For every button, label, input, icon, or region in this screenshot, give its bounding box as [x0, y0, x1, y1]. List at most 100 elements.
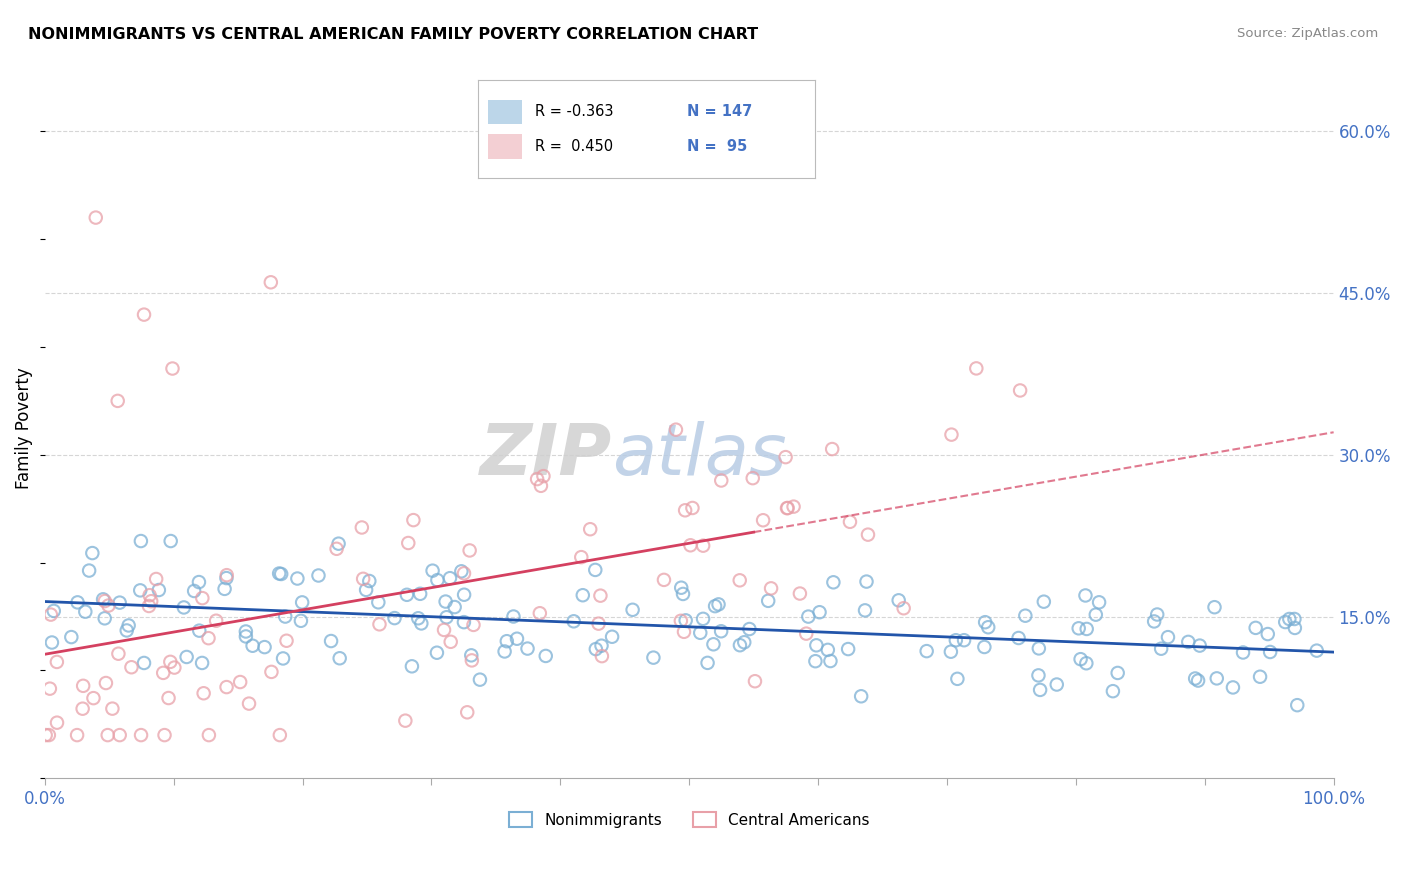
Point — [394, 714, 416, 728]
Point — [1067, 621, 1090, 635]
Point — [1177, 635, 1199, 649]
Point — [34, 728, 56, 742]
Point — [145, 572, 167, 586]
Point — [291, 595, 314, 609]
Point — [368, 617, 391, 632]
Point — [129, 583, 152, 598]
Point — [75, 605, 97, 619]
Point — [849, 690, 872, 704]
Point — [692, 539, 714, 553]
Point — [915, 644, 938, 658]
Point — [1088, 595, 1111, 609]
Point — [837, 642, 859, 657]
Point — [214, 582, 236, 596]
Point — [733, 635, 755, 649]
Point — [463, 618, 485, 632]
Point — [1070, 652, 1092, 666]
Point — [461, 653, 484, 667]
Point — [529, 606, 551, 620]
Point — [1010, 384, 1032, 398]
Point — [776, 501, 799, 516]
Point — [1286, 698, 1309, 713]
Text: NONIMMIGRANTS VS CENTRAL AMERICAN FAMILY POVERTY CORRELATION CHART: NONIMMIGRANTS VS CENTRAL AMERICAN FAMILY… — [28, 27, 758, 42]
Point — [1076, 657, 1098, 671]
Point — [193, 686, 215, 700]
Point — [939, 645, 962, 659]
Point — [138, 588, 160, 602]
Point — [1249, 670, 1271, 684]
Point — [502, 609, 524, 624]
Point — [738, 622, 761, 636]
Point — [817, 643, 839, 657]
Point — [242, 639, 264, 653]
Point — [1204, 600, 1226, 615]
Point — [460, 648, 482, 663]
Point — [710, 474, 733, 488]
Point — [66, 595, 89, 609]
Text: atlas: atlas — [612, 421, 786, 491]
Point — [696, 656, 718, 670]
Point — [583, 563, 606, 577]
Point — [821, 442, 844, 456]
Point — [94, 594, 117, 608]
Point — [823, 575, 845, 590]
Point — [132, 308, 155, 322]
Point — [1074, 589, 1097, 603]
Point — [856, 527, 879, 541]
Point — [72, 679, 94, 693]
Point — [1102, 684, 1125, 698]
Point — [588, 616, 610, 631]
Point — [752, 513, 775, 527]
Point — [591, 649, 613, 664]
Point — [1107, 665, 1129, 680]
Point — [325, 541, 347, 556]
Point — [450, 564, 472, 578]
Point — [775, 450, 797, 464]
Point — [1143, 615, 1166, 629]
Point — [97, 599, 120, 613]
Point — [806, 638, 828, 652]
Point — [215, 568, 238, 582]
Point — [141, 594, 163, 608]
Point — [129, 534, 152, 549]
Point — [39, 607, 62, 622]
Point — [395, 588, 418, 602]
Point — [672, 624, 695, 639]
Point — [1157, 630, 1180, 644]
Point — [621, 603, 644, 617]
Point — [741, 471, 763, 485]
Point — [974, 615, 997, 630]
Point — [120, 660, 142, 674]
Point — [1014, 608, 1036, 623]
Point — [434, 594, 457, 608]
Point — [1046, 677, 1069, 691]
Point — [176, 650, 198, 665]
Point — [107, 647, 129, 661]
Point — [108, 596, 131, 610]
Point — [436, 610, 458, 624]
Point — [82, 691, 104, 706]
Text: N =  95: N = 95 — [688, 138, 748, 153]
Point — [562, 615, 585, 629]
Point — [977, 620, 1000, 634]
Text: R =  0.450: R = 0.450 — [536, 138, 613, 153]
Point — [77, 564, 100, 578]
Point — [893, 601, 915, 615]
Point — [138, 599, 160, 613]
Point — [117, 618, 139, 632]
Point — [148, 582, 170, 597]
Y-axis label: Family Poverty: Family Poverty — [15, 367, 32, 489]
Point — [132, 656, 155, 670]
Point — [495, 634, 517, 648]
Point — [352, 572, 374, 586]
Point — [107, 393, 129, 408]
Point — [1084, 607, 1107, 622]
Point — [42, 604, 65, 618]
Point — [953, 633, 976, 648]
Point — [946, 672, 969, 686]
Point — [287, 572, 309, 586]
Point — [162, 361, 184, 376]
Point — [681, 500, 703, 515]
Point — [1258, 645, 1281, 659]
Point — [319, 634, 342, 648]
